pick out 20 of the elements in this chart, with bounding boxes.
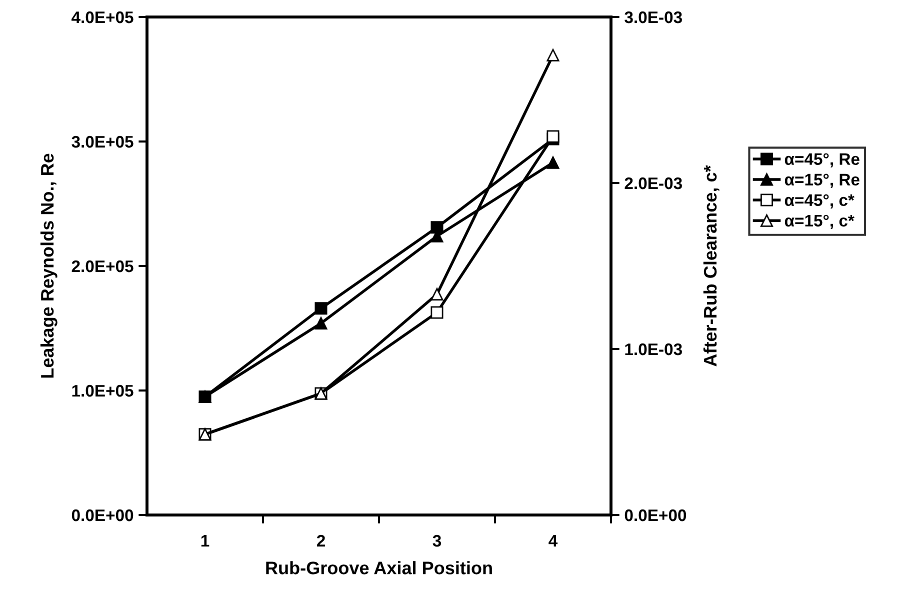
legend-label: α=45°, c* bbox=[784, 194, 854, 208]
y-tick-label: 0.0E+00 bbox=[72, 509, 134, 522]
x-tick-label: 1 bbox=[201, 535, 210, 547]
y-tick-label: 3.0E+05 bbox=[72, 136, 134, 148]
legend-label: α=15°, Re bbox=[784, 174, 860, 188]
x-tick-label: 4 bbox=[548, 535, 558, 547]
y-tick-label: 1.0E+05 bbox=[72, 384, 134, 397]
y2-tick-label: 1.0E-03 bbox=[625, 343, 682, 356]
y2-tick-label: 3.0E-03 bbox=[624, 11, 682, 24]
legend-label: α=45°, Re bbox=[784, 153, 860, 168]
y2-axis-title: After-Rub Clearance, c* bbox=[703, 165, 720, 366]
y-tick-label: 2.0E+05 bbox=[72, 260, 134, 272]
y-tick-label: 4.0E+05 bbox=[72, 11, 134, 24]
y2-tick-label: 2.0E-03 bbox=[624, 177, 682, 190]
legend-label: α=15°, c* bbox=[784, 214, 854, 229]
y2-tick-label: 0.0E+00 bbox=[624, 509, 686, 522]
x-tick-label: 3 bbox=[432, 534, 442, 547]
y-axis-title: Leakage Reynolds No., Re bbox=[40, 154, 58, 378]
x-tick-label: 2 bbox=[316, 534, 325, 547]
x-axis-title: Rub-Groove Axial Position bbox=[266, 561, 492, 574]
